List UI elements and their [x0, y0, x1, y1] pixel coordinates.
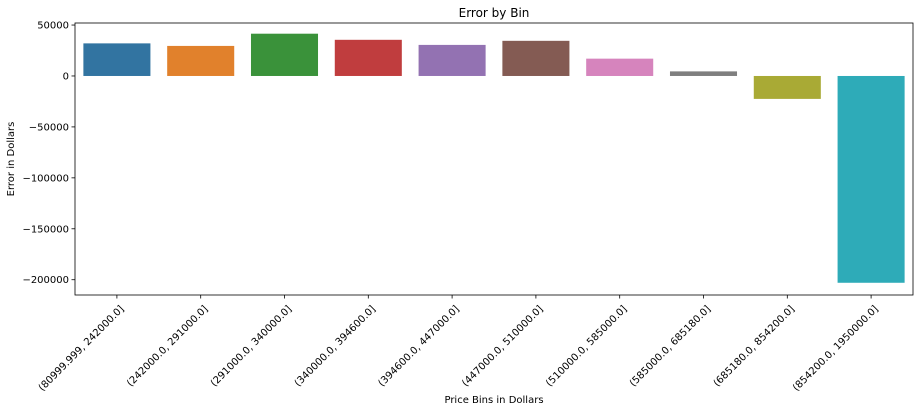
y-tick-label-6: −200000: [22, 275, 69, 286]
x-axis-label: Price Bins in Dollars: [444, 395, 543, 406]
bar-3: [250, 33, 319, 76]
bar-5: [418, 44, 486, 76]
x-tick-label-8: (585000.0, 685180.0]: [628, 304, 713, 389]
bar-9: [753, 75, 821, 99]
x-tick-label-6: (447000.0, 510000.0]: [460, 304, 545, 389]
chart-title: Error by Bin: [459, 6, 530, 20]
x-tick-label-2: (242000.0, 291000.0]: [125, 304, 210, 389]
x-axis: (80999.999, 242000.0](242000.0, 291000.0…: [37, 295, 881, 394]
y-tick-label-5: −150000: [22, 224, 69, 235]
y-tick-label-2: 0: [63, 71, 69, 82]
bar-7: [586, 58, 654, 76]
x-tick-label-1: (80999.999, 242000.0]: [37, 304, 127, 394]
bar-8: [669, 71, 738, 76]
bar-10: [837, 75, 905, 283]
plot-frame: [74, 22, 914, 296]
x-tick-label-3: (291000.0, 340000.0]: [209, 304, 294, 389]
x-tick-label-10: (854200.0, 1950000.0]: [791, 304, 881, 394]
x-tick-label-7: (510000.0, 585000.0]: [544, 304, 629, 389]
y-tick-label-4: −100000: [22, 173, 69, 184]
bar-1: [83, 43, 151, 76]
y-axis: 50000 0 −50000 −100000 −150000 −200000: [22, 21, 75, 286]
y-tick-label-3: −50000: [29, 122, 69, 133]
y-axis-label: Error in Dollars: [6, 122, 17, 197]
bars-group: [83, 33, 905, 283]
y-tick-label-1: 50000: [37, 21, 69, 32]
x-tick-label-4: (340000.0, 394600.0]: [293, 304, 378, 389]
bar-4: [334, 39, 402, 76]
x-tick-label-5: (394600.0, 447000.0]: [376, 304, 461, 389]
bar-2: [167, 45, 235, 76]
bar-6: [502, 40, 570, 76]
x-tick-label-9: (685180.0, 854200.0]: [712, 304, 797, 389]
